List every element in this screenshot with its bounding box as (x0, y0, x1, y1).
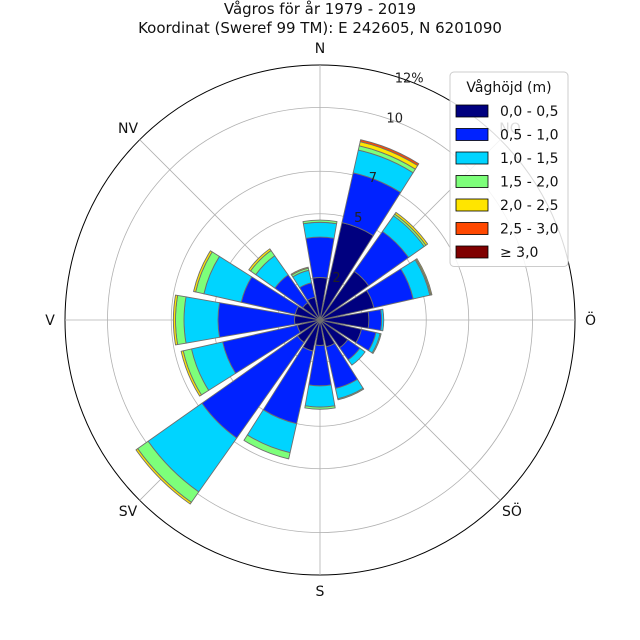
legend-entry: 0,5 - 1,0 (500, 128, 558, 144)
bar-segment (175, 294, 187, 346)
legend-entry: 1,5 - 2,0 (500, 175, 558, 191)
bar-segment (183, 296, 220, 344)
bar-segment (304, 405, 336, 410)
legend: Våghöjd (m) 0,0 - 0,5 0,5 - 1,0 1,0 - 1,5 1,… (449, 71, 569, 267)
legend-entry: 2,0 - 2,5 (500, 198, 558, 214)
bar-segment (302, 221, 338, 239)
bar-segment (337, 387, 365, 401)
bar-segment (135, 448, 192, 505)
legend-swatch (455, 198, 489, 212)
legend-entry: 1,0 - 1,5 (500, 151, 558, 167)
radial-tick-label: 10 (386, 111, 403, 126)
bar-segment (305, 236, 335, 279)
bar-segment (248, 248, 272, 272)
compass-label-nw: NV (118, 121, 138, 137)
legend-swatch (455, 222, 489, 235)
bar-segment (180, 350, 202, 397)
bar-segment (304, 384, 336, 408)
legend-title: Våghöjd (m) (466, 79, 551, 96)
bar-segment (347, 347, 366, 366)
legend-box (449, 71, 569, 267)
wind-rose-bars (135, 139, 433, 505)
bar-segment (380, 308, 385, 332)
legend-swatch (455, 104, 489, 118)
bar-segment (193, 250, 213, 293)
legend-swatch (455, 128, 489, 141)
radial-tick-label: 2 (332, 271, 340, 286)
compass-label-w: V (45, 313, 55, 329)
radial-tick-label: 12% (395, 71, 424, 86)
bar-segment (302, 219, 338, 225)
legend-swatch (455, 175, 489, 188)
bar-segment (173, 294, 179, 346)
legend-entry: ≥ 3,0 (500, 245, 538, 261)
chart-title: Vågros för år 1979 - 2019 (223, 0, 417, 18)
compass-label-n: N (315, 41, 325, 57)
bar-segment (290, 266, 309, 276)
radial-tick-label: 7 (369, 171, 377, 186)
compass-label-se: SÖ (502, 502, 522, 520)
legend-entry: 0,0 - 0,5 (500, 104, 558, 120)
bar-segment (371, 333, 382, 354)
radial-tick-label: 5 (354, 211, 362, 226)
bar-segment (367, 309, 383, 331)
bar-segment (359, 139, 420, 166)
legend-swatch (455, 245, 489, 259)
radial-tick-labels: 2 5 7 10 12% (332, 71, 423, 286)
legend-entry: 2,5 - 3,0 (500, 222, 558, 238)
legend-swatch (455, 151, 489, 165)
compass-label-s: S (316, 584, 325, 600)
compass-label-sw: SV (119, 504, 138, 520)
bar-segment (243, 434, 291, 460)
compass-label-e: Ö (585, 311, 596, 329)
chart-subtitle: Koordinat (Sweref 99 TM): E 242605, N 62… (138, 19, 502, 37)
bar-segment (394, 211, 429, 246)
bar-segment (415, 258, 433, 296)
